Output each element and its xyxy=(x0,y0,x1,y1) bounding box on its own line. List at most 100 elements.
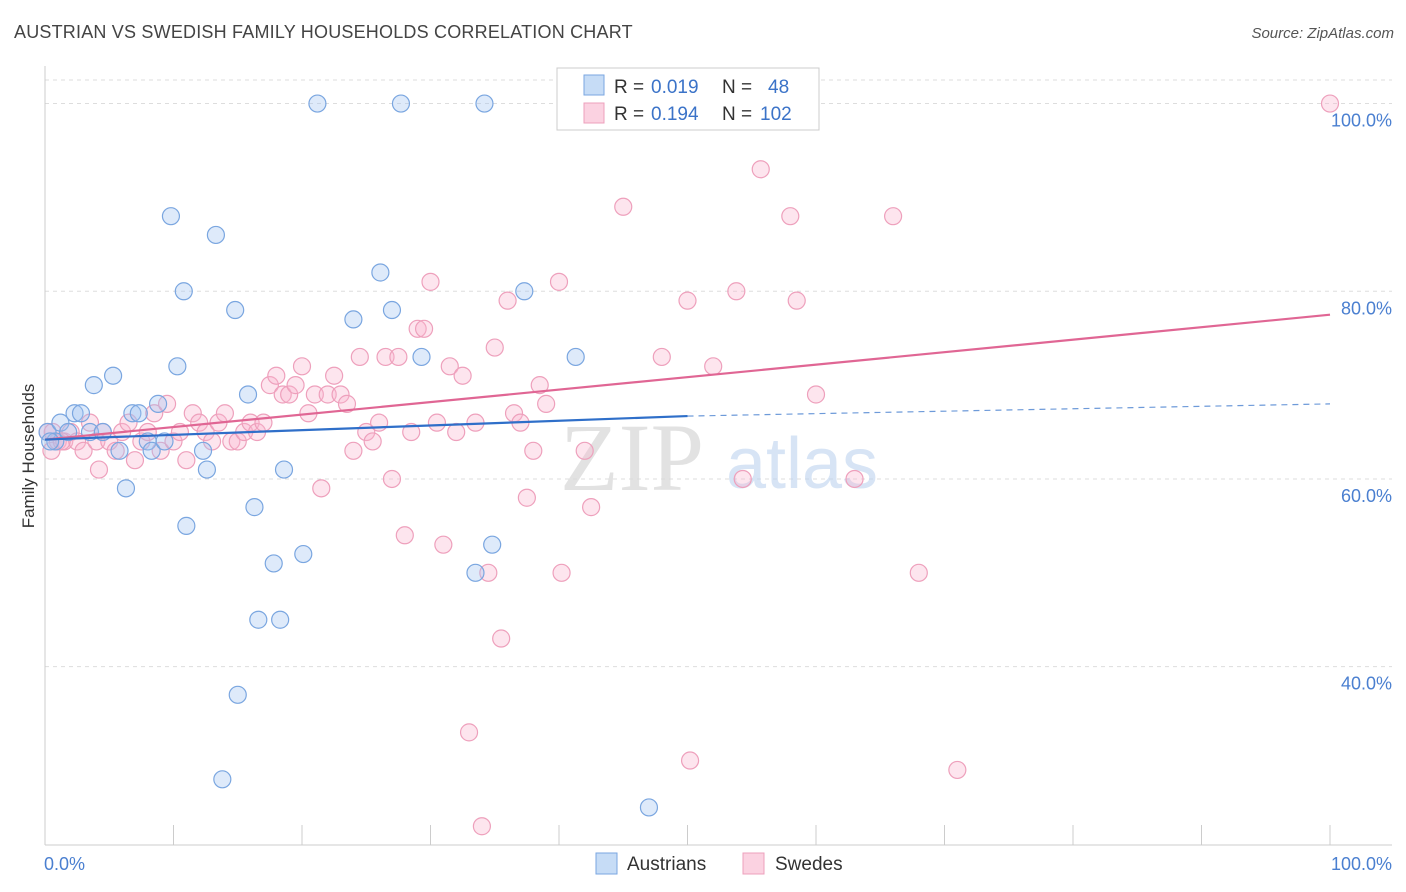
swedes-point xyxy=(312,479,331,498)
swedes-point xyxy=(806,385,826,404)
swedes-point xyxy=(459,723,479,742)
swedes-point xyxy=(389,347,408,367)
swedes-point xyxy=(498,291,517,310)
swedes-point xyxy=(427,413,447,432)
swedes-point xyxy=(344,441,363,460)
austrians-point xyxy=(123,404,142,423)
austrians-point xyxy=(65,404,84,423)
swedes-point xyxy=(883,207,903,226)
swedes-point xyxy=(434,535,453,554)
y-tick-label: 80.0% xyxy=(1341,298,1392,318)
swedes-point xyxy=(267,366,286,385)
y-tick-label: 100.0% xyxy=(1331,111,1392,131)
swedes-point xyxy=(704,357,723,376)
swedes-point xyxy=(280,385,299,404)
swedes-point xyxy=(74,441,93,460)
swedes-point xyxy=(402,422,421,442)
austrians-point xyxy=(193,441,213,460)
austrians-point xyxy=(41,432,60,451)
swedes-point xyxy=(408,319,427,338)
austrians-point xyxy=(271,610,290,629)
austrians-point xyxy=(566,347,585,367)
watermark-zip: ZIP xyxy=(560,404,704,511)
swedes-point xyxy=(337,394,357,413)
swedes-point xyxy=(89,460,109,479)
swedes-point xyxy=(733,469,752,489)
swedes-point xyxy=(106,441,125,460)
swedes-point xyxy=(485,338,504,357)
austrians-point xyxy=(168,357,187,376)
swedes-point xyxy=(183,404,202,423)
austrians-point xyxy=(206,225,226,245)
swedes-point xyxy=(292,357,312,376)
austrians-legend-swatch xyxy=(583,74,605,96)
swedes-point xyxy=(751,160,770,179)
swedes-point xyxy=(305,385,324,404)
swedes-point xyxy=(363,432,382,451)
austrians-point xyxy=(391,94,411,113)
swedes-point xyxy=(948,760,967,780)
austrians-point xyxy=(238,385,258,404)
swedes-bottom-swatch xyxy=(742,852,765,875)
austrians-point xyxy=(116,479,136,498)
swedes-point xyxy=(582,498,601,517)
austrians-point xyxy=(142,441,161,460)
swedes-legend-label: Swedes xyxy=(775,854,843,875)
austrians-point xyxy=(344,310,363,329)
swedes-point xyxy=(395,526,414,545)
swedes-point xyxy=(845,469,864,489)
x-tick-label: 0.0% xyxy=(44,854,85,874)
chart-title: AUSTRIAN VS SWEDISH FAMILY HOUSEHOLDS CO… xyxy=(14,22,633,42)
austrians-n-label: N = xyxy=(722,77,752,98)
austrians-point xyxy=(84,376,103,395)
austrians-point xyxy=(161,207,181,226)
austrians-point xyxy=(483,535,502,554)
austrians-r-value: 0.019 xyxy=(651,77,699,98)
austrians-point xyxy=(226,300,245,320)
austrians-point xyxy=(148,394,168,413)
austrians-point xyxy=(177,516,196,535)
swedes-n-label: N = xyxy=(722,104,752,125)
austrians-point xyxy=(515,282,534,301)
swedes-point xyxy=(286,376,305,395)
austrians-point xyxy=(475,94,494,113)
swedes-point xyxy=(414,319,434,338)
swedes-point xyxy=(537,394,556,413)
swedes-point xyxy=(273,385,292,404)
swedes-point xyxy=(331,385,350,404)
swedes-n-value: 102 xyxy=(760,104,792,125)
swedes-point xyxy=(447,422,466,442)
swedes-legend-swatch xyxy=(583,102,605,124)
austrians-point xyxy=(412,347,431,367)
swedes-point xyxy=(492,629,511,648)
austrians-point xyxy=(213,770,232,789)
series-legend: Austrians Swedes xyxy=(595,852,843,875)
swedes-point xyxy=(517,488,536,507)
swedes-point xyxy=(652,347,671,367)
swedes-point xyxy=(421,272,440,291)
swedes-point xyxy=(549,272,569,291)
austrians-point xyxy=(639,798,659,817)
swedes-point xyxy=(479,563,498,582)
tick-labels: 100.0% 80.0% 60.0% 40.0% 0.0% 100.0% xyxy=(44,111,1392,874)
swedes-point xyxy=(680,751,700,770)
swedes-point xyxy=(215,404,234,423)
stats-legend: R = 0.019 N = 48 R = 0.194 N = 102 xyxy=(556,67,820,131)
y-tick-label: 60.0% xyxy=(1341,486,1392,506)
swedes-r-label: R = xyxy=(614,104,644,125)
swedes-point xyxy=(678,291,697,310)
swedes-point xyxy=(781,207,800,226)
swedes-point xyxy=(614,197,633,216)
swedes-trend-line xyxy=(44,313,1331,441)
austrians-point xyxy=(155,432,174,451)
swedes-point xyxy=(524,441,543,460)
swedes-point xyxy=(177,451,196,470)
swedes-point xyxy=(260,376,279,395)
swedes-point xyxy=(1320,94,1340,113)
swedes-point xyxy=(552,563,571,582)
austrians-point xyxy=(71,404,91,423)
austrians-point xyxy=(274,460,294,479)
austrians-point xyxy=(228,685,247,704)
austrians-point xyxy=(249,610,268,629)
